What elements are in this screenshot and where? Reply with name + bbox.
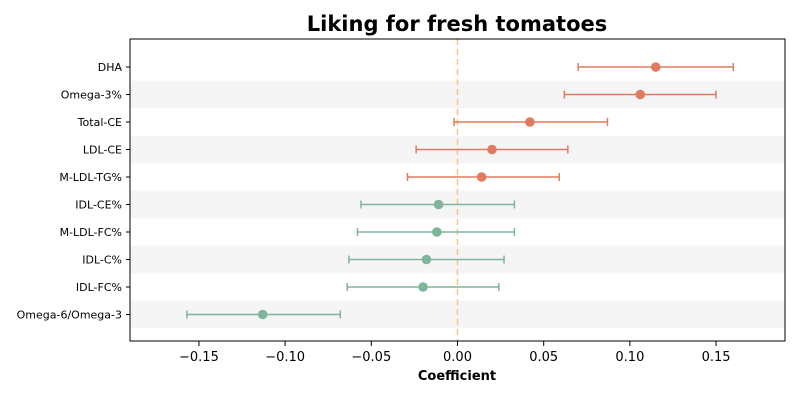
x-tick-label: 0.05 — [529, 350, 558, 365]
x-axis-ticks: −0.15 −0.10 −0.05 0.00 0.05 0.10 0.15 — [179, 341, 731, 365]
y-tick-label: LDL-CE — [83, 144, 122, 157]
point-estimate — [432, 227, 442, 237]
x-tick-label: −0.10 — [265, 350, 305, 365]
x-axis-label: Coefficient — [418, 369, 496, 384]
estimate-row — [346, 282, 500, 292]
y-tick-label: IDL-C% — [82, 254, 122, 267]
y-tick-label: M-LDL-TG% — [59, 171, 122, 184]
point-estimate — [421, 254, 432, 265]
y-tick-label: M-LDL-FC% — [60, 226, 122, 239]
y-tick-label: IDL-FC% — [76, 281, 122, 294]
y-axis-ticks: DHA Omega-3% Total-CE LDL-CE M-LDL-TG% IDL-CE… — [17, 61, 130, 322]
plot-marks — [186, 62, 735, 320]
estimate-row — [406, 172, 560, 182]
point-estimate — [487, 144, 497, 155]
y-tick-label: Omega-6/Omega-3 — [17, 309, 122, 322]
point-estimate — [635, 89, 646, 100]
x-tick-label: −0.15 — [179, 350, 219, 365]
estimate-row — [356, 227, 516, 237]
estimate-row — [453, 117, 609, 127]
point-estimate — [650, 62, 661, 72]
y-tick-label: Omega-3% — [61, 89, 122, 102]
point-estimate — [525, 117, 535, 127]
estimate-row — [577, 62, 735, 72]
estimate-row — [360, 199, 516, 210]
point-estimate — [476, 172, 487, 182]
y-tick-label: DHA — [98, 61, 123, 74]
point-estimate — [418, 282, 428, 292]
estimate-row — [348, 254, 505, 265]
estimate-row — [186, 309, 342, 320]
estimate-row — [563, 89, 717, 100]
x-tick-label: 0.10 — [615, 350, 644, 365]
estimate-row — [415, 144, 569, 155]
point-estimate — [257, 309, 268, 320]
y-tick-label: IDL-CE% — [75, 199, 122, 212]
y-tick-label: Total-CE — [77, 116, 122, 129]
x-tick-label: 0.00 — [443, 350, 472, 365]
x-tick-label: 0.15 — [702, 350, 731, 365]
point-estimate — [433, 199, 444, 210]
x-tick-label: −0.05 — [351, 350, 391, 365]
chart-title: Liking for fresh tomatoes — [307, 12, 608, 36]
